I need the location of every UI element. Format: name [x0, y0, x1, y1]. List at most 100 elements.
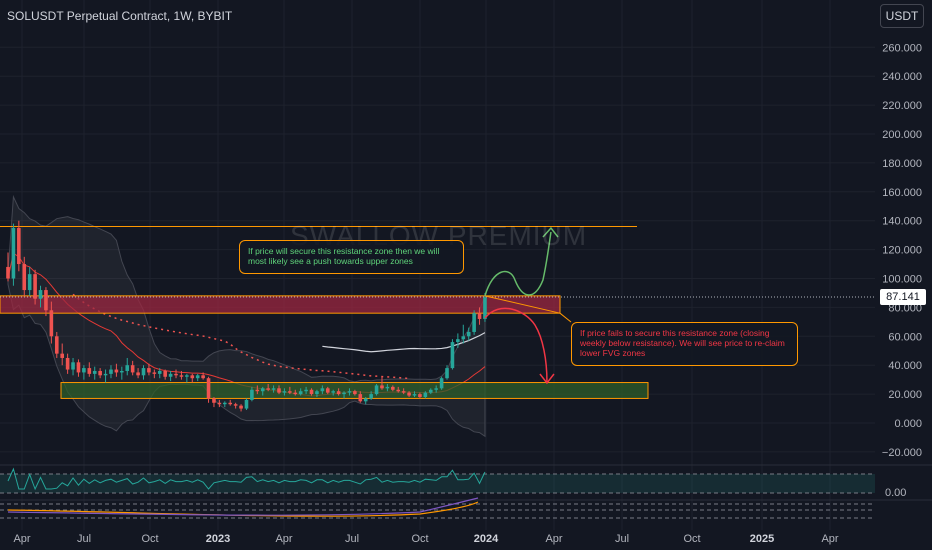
candle-body — [380, 385, 384, 389]
candle-body — [76, 362, 81, 373]
candle-body — [456, 339, 460, 343]
oscillator-band — [0, 474, 875, 493]
x-tick-label: Oct — [683, 533, 700, 545]
y-tick-label: 220.000 — [882, 100, 922, 112]
bearish-path — [484, 307, 548, 383]
candle-body — [17, 227, 21, 265]
candle-body — [428, 389, 433, 393]
candle-body — [163, 370, 167, 377]
last-price-label: 87.141 — [880, 289, 926, 305]
x-tick-label: Oct — [141, 533, 158, 545]
candle-body — [157, 370, 162, 374]
candle-body — [228, 402, 233, 405]
resistance-zone — [0, 295, 561, 314]
candle-body — [260, 388, 265, 392]
candle-body — [65, 357, 70, 370]
y-tick-label: 40.000 — [888, 360, 922, 372]
candle-body — [347, 391, 352, 393]
candle-body — [195, 375, 200, 379]
candle-body — [120, 370, 124, 373]
candle-body — [54, 336, 59, 354]
y-tick-label: 100.000 — [882, 274, 922, 286]
x-tick-label: 2024 — [474, 533, 499, 545]
candle-body — [233, 404, 238, 406]
x-tick-label: Jul — [77, 533, 91, 545]
price-axis: 260.000 240.000 220.000 200.000 180.000 160.0… — [882, 42, 922, 459]
candle-body — [109, 369, 113, 374]
candle-body — [27, 274, 32, 291]
y-tick-label: 80.000 — [888, 302, 922, 314]
candle-body — [44, 290, 48, 311]
currency-button[interactable]: USDT — [880, 4, 924, 28]
candle-body — [277, 388, 281, 393]
candle-body — [445, 368, 449, 379]
dotted-average — [72, 293, 410, 380]
y-tick-label: 160.000 — [882, 187, 922, 199]
candle-body — [358, 394, 363, 402]
candle-body — [206, 378, 211, 399]
candle-body — [418, 394, 422, 397]
candle-body — [331, 391, 335, 393]
candle-body — [309, 389, 314, 395]
bullish-scenario-note: If price will secure this resistance zon… — [239, 240, 464, 274]
candle-body — [391, 386, 395, 390]
zone-callout-connector — [484, 295, 561, 314]
x-tick-label: Apr — [821, 533, 838, 545]
candle-body — [271, 388, 276, 390]
candle-body — [369, 394, 373, 399]
x-tick-label: Apr — [13, 533, 30, 545]
y-tick-label: 260.000 — [882, 42, 922, 54]
candle-body — [217, 402, 222, 405]
candle-body — [174, 373, 178, 376]
candle-body — [255, 389, 260, 392]
bullish-path — [484, 231, 552, 297]
candle-body — [168, 373, 173, 377]
candle-body — [190, 375, 195, 379]
candle-body — [461, 336, 466, 340]
oscillator-line — [7, 467, 486, 491]
candle-body — [450, 342, 455, 369]
candle-body — [212, 398, 216, 403]
oscillator-zero-label: 0.00 — [885, 487, 906, 499]
candle-body — [266, 388, 270, 390]
time-axis: Apr Jul Oct 2023 Apr Jul Oct 2024 Apr Jul Oct 2025 A… — [13, 533, 838, 545]
candle-body — [293, 392, 298, 395]
x-tick-label: 2023 — [206, 533, 230, 545]
y-tick-label: 200.000 — [882, 129, 922, 141]
candle-body — [363, 398, 368, 402]
chart-title: SOLUSDT Perpetual Contract, 1W, BYBIT — [7, 9, 233, 23]
y-tick-label: 0.000 — [894, 418, 922, 430]
y-tick-label: 180.000 — [882, 158, 922, 170]
note-connector — [559, 312, 572, 323]
candle-body — [114, 369, 119, 373]
candle-body — [282, 391, 287, 393]
macd-signal — [7, 501, 479, 517]
candle-body — [71, 362, 75, 370]
y-tick-label: 140.000 — [882, 216, 922, 228]
candle-body — [147, 368, 151, 373]
candle-body — [60, 353, 64, 358]
candle-body — [152, 372, 157, 374]
candle-body — [223, 402, 227, 405]
x-tick-label: 2025 — [750, 533, 774, 545]
candle-body — [244, 399, 249, 409]
candle-body — [412, 394, 417, 396]
candle-body — [472, 313, 476, 332]
bearish-arrowhead — [539, 373, 555, 385]
bullish-arrowhead — [542, 226, 559, 238]
candle-body — [374, 385, 379, 395]
y-tick-label: 120.000 — [882, 245, 922, 257]
candle-body — [288, 391, 292, 393]
candle-body — [38, 290, 43, 299]
x-tick-label: Apr — [275, 533, 292, 545]
candle-body — [434, 388, 438, 390]
candle-body — [325, 388, 330, 393]
candle-body — [407, 392, 411, 396]
candle-body — [22, 264, 27, 291]
candle-body — [87, 368, 92, 374]
candle-body — [342, 392, 346, 395]
candle-body — [477, 313, 482, 319]
y-tick-label: 20.000 — [888, 389, 922, 401]
candle-body — [423, 392, 428, 397]
